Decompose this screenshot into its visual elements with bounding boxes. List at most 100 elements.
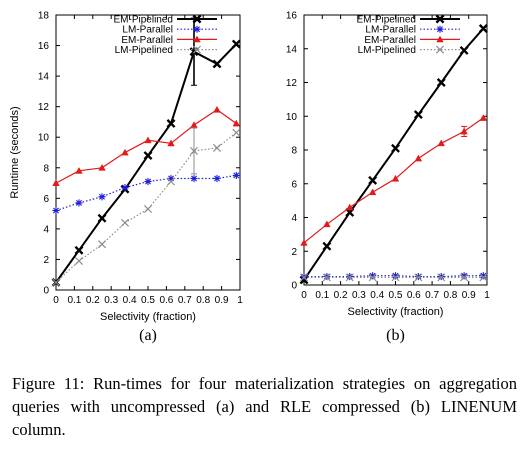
- panel-0-series-0-point-8: [231, 39, 241, 49]
- series-em-parallel: EM-Parallel: [52, 35, 241, 186]
- panel-1-series-2-point-6: [437, 139, 445, 147]
- panel-0-series-1-point-1: [75, 199, 83, 207]
- x-tick-label: 0.7: [178, 295, 192, 306]
- panel-0-series-2-point-4: [144, 136, 152, 144]
- figure-caption: Figure 11: Run-times for four materializ…: [12, 374, 517, 439]
- x-tick-label: 0.5: [389, 290, 403, 301]
- chart-area: 0 0.1 0.2 0.3 0.4 0.5 0.6 0.7 0.8 0.9 102468101214…: [9, 11, 490, 345]
- x-tick-label: 0.2: [334, 290, 348, 301]
- x-tick-label: 0.5: [141, 295, 155, 306]
- x-tick-label: 0.9: [215, 295, 229, 306]
- panel-1-series-2-legend-marker-0: [436, 35, 444, 43]
- legend-label: EM-Parallel: [364, 35, 416, 46]
- y-tick-label: 2: [43, 255, 49, 266]
- panel-1-series-3-point-6: [437, 273, 446, 282]
- panel-1-series-0-point-1: [322, 241, 332, 251]
- series-line-em-parallel: [55, 108, 237, 184]
- x-tick-label: 0.7: [425, 290, 439, 301]
- panel-1-series-0-legend-marker-0: [435, 14, 445, 24]
- series-lm-pipelined: LM-Pipelined: [51, 45, 241, 287]
- panel-0-series-1-point-8: [232, 171, 240, 180]
- panel-1-series-0-point-7: [459, 45, 469, 55]
- panel-1-series-3-point-1: [322, 273, 331, 282]
- x-axis-title: Selectivity (fraction): [348, 306, 444, 318]
- y-tick-label: 2: [291, 247, 297, 258]
- panel-label: (b): [386, 327, 405, 344]
- y-tick-label: 12: [38, 102, 50, 113]
- panel-0-series-1-point-5: [167, 174, 175, 183]
- y-tick-label: 6: [43, 194, 49, 205]
- panel-1-series-2-point-4: [391, 174, 400, 182]
- series-line-em-pipelined: [303, 27, 485, 281]
- panel-1-series-0-point-5: [413, 110, 423, 120]
- x-axis-title: Selectivity (fraction): [100, 311, 196, 323]
- x-tick-label: 0.9: [462, 290, 476, 301]
- panel-0-series-2-point-0: [52, 179, 60, 186]
- panel-1-series-3-legend-marker-0: [435, 45, 445, 54]
- x-tick-label: 0.2: [86, 295, 100, 306]
- panel-1-series-2-point-5: [414, 154, 423, 162]
- panel-0-series-1-point-3: [121, 184, 129, 192]
- panel-0-series-1-point-6: [190, 174, 198, 183]
- panel-1-series-1-legend-marker-0: [436, 25, 444, 33]
- series-line-em-pipelined: [55, 43, 238, 283]
- panel-0-series-2-point-5: [167, 139, 175, 147]
- panel-1-series-0-point-4: [391, 143, 400, 153]
- panel-1-series-1-point-8: [479, 272, 487, 280]
- series-lm-parallel: LM-Parallel: [52, 25, 240, 215]
- series-line-lm-parallel: [55, 174, 237, 212]
- legend-label: EM-Pipelined: [357, 15, 416, 26]
- x-tick-label: 0.1: [67, 295, 81, 306]
- series-em-parallel: EM-Parallel: [300, 35, 488, 246]
- y-tick-label: 14: [286, 44, 298, 55]
- panel-1-series-3-point-5: [414, 273, 423, 282]
- x-tick-label: 1: [484, 290, 490, 301]
- panel-0-series-0-point-4: [143, 151, 153, 161]
- panel-1-series-2-point-3: [368, 188, 377, 196]
- x-tick-label: 1: [237, 295, 243, 306]
- panel-0-series-2-point-1: [75, 167, 83, 174]
- panel-0-series-3-point-6: [189, 146, 199, 155]
- panel-0-series-1-point-0: [52, 206, 60, 215]
- panel-label: (a): [139, 327, 157, 344]
- legend-label: LM-Pipelined: [358, 45, 416, 56]
- panel-1-series-3-point-7: [460, 273, 469, 282]
- x-tick-label: 0.8: [196, 295, 210, 306]
- panel-0-series-3-point-7: [212, 143, 222, 152]
- x-tick-label: 0.4: [370, 290, 384, 301]
- panel-0-series-2-point-6: [190, 121, 198, 128]
- panel-1-series-1-point-3: [369, 272, 377, 280]
- y-tick-label: 6: [291, 179, 297, 190]
- y-tick-label: 4: [43, 224, 49, 235]
- panel-0-series-2-point-2: [98, 163, 106, 171]
- y-tick-label: 0: [291, 281, 297, 292]
- y-axis-title: Runtime (seconds): [9, 106, 21, 198]
- x-tick-label: 0.6: [407, 290, 421, 301]
- series-line-lm-pipelined: [55, 132, 237, 283]
- panel-0-series-3-point-2: [97, 240, 107, 249]
- legend-label: EM-Parallel: [121, 35, 173, 46]
- y-tick-label: 12: [286, 78, 298, 89]
- x-tick-label: 0.3: [104, 295, 118, 306]
- panel-1-series-0-point-8: [478, 24, 488, 33]
- legend-label: LM-Parallel: [122, 25, 173, 36]
- panel-0-series-1-point-4: [144, 177, 152, 186]
- x-tick-label: 0.3: [352, 290, 366, 301]
- panel-0-series-3-point-0: [51, 278, 61, 287]
- panel-0-series-2-point-7: [213, 105, 221, 113]
- legend-label: LM-Pipelined: [115, 45, 173, 56]
- x-tick-label: 0: [53, 295, 59, 306]
- y-tick-label: 10: [38, 133, 50, 144]
- y-tick-label: 16: [286, 11, 298, 22]
- panel-1-series-2-point-7: [460, 127, 468, 135]
- panel-0-series-3-point-8: [232, 128, 241, 137]
- legend-label: LM-Parallel: [365, 25, 416, 36]
- panel-1-series-2-point-0: [300, 238, 308, 246]
- panel-0-series-1-point-2: [98, 193, 106, 201]
- panel-1-series-3-point-4: [391, 273, 400, 282]
- series-lm-pipelined: LM-Pipelined: [299, 45, 488, 282]
- plot-panel-1: 0 0.1 0.2 0.3 0.4 0.5 0.6 0.7 0.8 0.9 102468101214…: [286, 11, 490, 345]
- y-tick-label: 10: [286, 112, 298, 123]
- panel-1-series-3-point-8: [479, 273, 488, 282]
- panel-0-series-0-point-7: [212, 59, 222, 69]
